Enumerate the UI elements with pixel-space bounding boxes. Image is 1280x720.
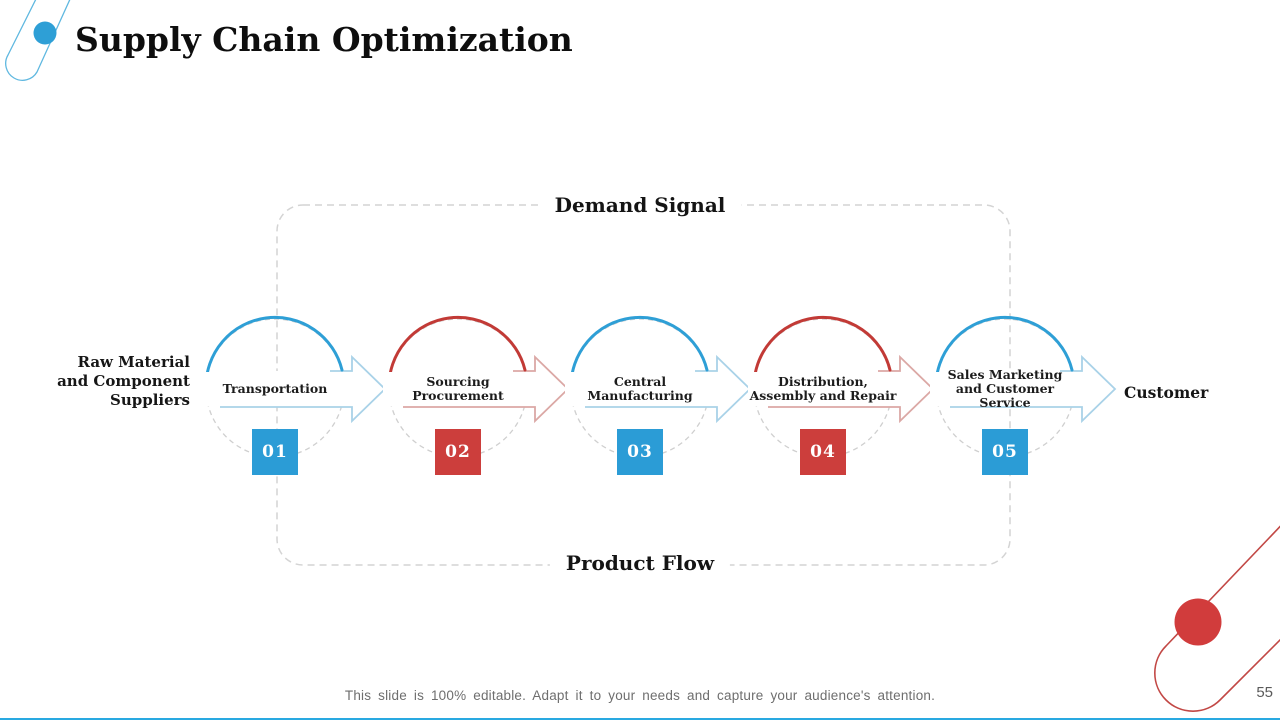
stage-label-4: Distribution, Assembly and Repair (748, 372, 898, 406)
bottom-edge-accent (0, 718, 1280, 720)
stage-label-2: Sourcing Procurement (383, 372, 533, 406)
stage-number-badge-1: 01 (252, 429, 298, 475)
stage-number-badge-2: 02 (435, 429, 481, 475)
stage-label-3: Central Manufacturing (565, 372, 715, 406)
product-flow-label: Product Flow (549, 551, 731, 575)
stage-arrow-icon (950, 354, 1117, 424)
customer-label: Customer (1124, 383, 1209, 402)
stage-label-5: Sales Marketing and Customer Service (930, 368, 1080, 410)
stage-number-badge-5: 05 (982, 429, 1028, 475)
corner-accent-bottom-right (1154, 525, 1280, 712)
accent-dot-icon (33, 21, 57, 45)
stage-arc (934, 315, 1074, 390)
page-title: Supply Chain Optimization (75, 20, 573, 59)
page-number: 55 (1256, 684, 1273, 701)
accent-loop-line (5, 0, 71, 81)
source-label: Raw Material and Component Suppliers (57, 353, 190, 409)
stage-arc (387, 315, 527, 390)
stage-number-badge-3: 03 (617, 429, 663, 475)
accent-dot-icon (1174, 598, 1222, 646)
stage-label-1: Transportation (200, 372, 350, 406)
footer-note: This slide is 100% editable. Adapt it to… (344, 688, 936, 703)
stage-number-badge-4: 04 (800, 429, 846, 475)
corner-accent-top-left (5, 0, 71, 81)
accent-loop-line (1154, 525, 1280, 712)
stage-arc (752, 315, 892, 390)
stage-arc (569, 315, 709, 390)
stage-arc (204, 315, 344, 390)
demand-signal-label: Demand Signal (538, 193, 742, 217)
